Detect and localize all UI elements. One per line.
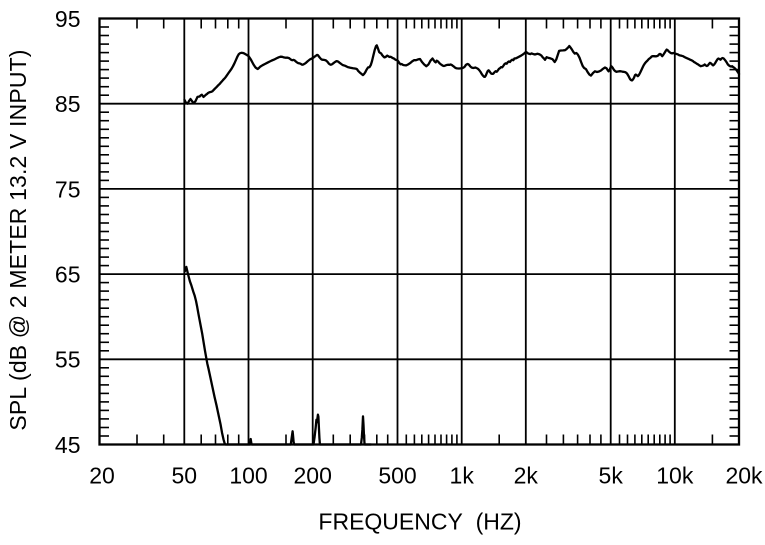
svg-text:20k: 20k xyxy=(725,463,763,489)
svg-text:200: 200 xyxy=(294,463,332,489)
svg-text:20: 20 xyxy=(89,463,115,489)
svg-text:75: 75 xyxy=(55,176,81,202)
svg-text:FREQUENCY (HZ): FREQUENCY (HZ) xyxy=(318,509,521,535)
svg-text:85: 85 xyxy=(55,91,81,117)
svg-text:1k: 1k xyxy=(450,463,475,489)
svg-text:95: 95 xyxy=(55,6,81,32)
svg-text:10k: 10k xyxy=(656,463,694,489)
svg-text:65: 65 xyxy=(55,262,81,288)
svg-text:55: 55 xyxy=(55,347,81,373)
svg-text:45: 45 xyxy=(55,432,81,458)
svg-text:100: 100 xyxy=(229,463,267,489)
svg-text:2k: 2k xyxy=(514,463,539,489)
svg-text:SPL (dB @ 2 METER 13.2 V INPUT: SPL (dB @ 2 METER 13.2 V INPUT) xyxy=(5,49,31,430)
svg-text:5k: 5k xyxy=(599,463,624,489)
svg-text:50: 50 xyxy=(172,463,198,489)
svg-text:500: 500 xyxy=(378,463,416,489)
